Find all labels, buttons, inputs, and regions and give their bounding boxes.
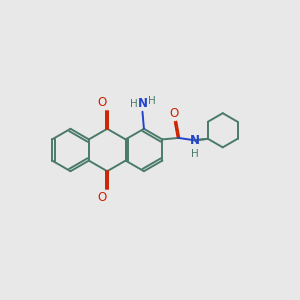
Text: O: O <box>97 96 106 109</box>
Text: H: H <box>191 148 199 158</box>
Text: O: O <box>97 191 106 204</box>
Text: H: H <box>148 96 156 106</box>
Text: H: H <box>130 99 137 110</box>
Text: N: N <box>138 97 148 110</box>
Text: O: O <box>169 107 179 120</box>
Text: N: N <box>190 134 200 147</box>
